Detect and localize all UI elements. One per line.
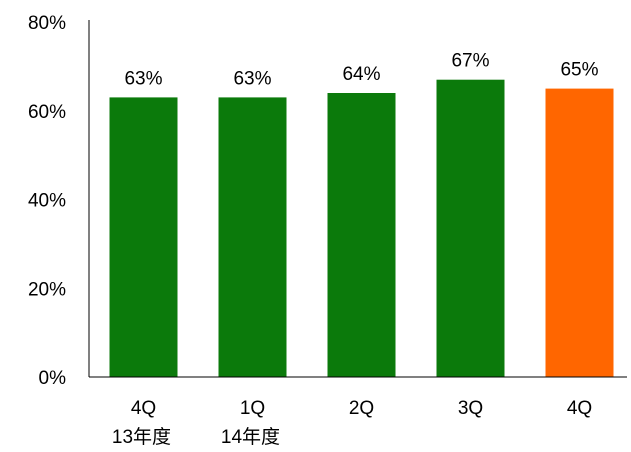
y-tick-label-3: 40% [28, 191, 66, 212]
bar-value-label-3: 64% [342, 64, 380, 85]
y-tick-label-2: 20% [28, 279, 66, 300]
bar-5 [545, 88, 614, 377]
bar-4 [436, 79, 505, 377]
axes-layer [88, 20, 627, 378]
y-tick-label-4: 60% [28, 102, 66, 123]
x-tick-label-2: 1Q [240, 398, 265, 419]
bar-1 [109, 97, 178, 378]
x-tick-sublabel-2: 14年度 [221, 426, 280, 447]
y-tick-label-5: 80% [28, 13, 66, 34]
bar-value-label-1: 63% [124, 68, 162, 89]
bar-value-label-2: 63% [233, 68, 271, 89]
y-tick-label-1: 0% [39, 368, 67, 389]
x-tick-label-4: 3Q [458, 398, 483, 419]
x-tick-label-5: 4Q [567, 398, 592, 419]
bar-value-label-4: 67% [451, 51, 489, 72]
bar-value-label-5: 65% [560, 60, 598, 81]
x-tick-label-3: 2Q [349, 398, 374, 419]
y-tick-labels-layer: 0% 20% 40% 60% 80% [28, 13, 66, 389]
bars-layer [109, 79, 614, 378]
value-labels-layer: 63% 63% 64% 67% 65% [124, 51, 598, 90]
bar-2 [218, 97, 287, 378]
x-tick-sublabel-1: 13年度 [112, 426, 171, 447]
x-tick-labels-layer: 4Q 13年度 1Q 14年度 2Q 3Q 4Q [112, 398, 592, 448]
bar-3 [327, 93, 396, 377]
x-tick-label-1: 4Q [131, 398, 156, 419]
